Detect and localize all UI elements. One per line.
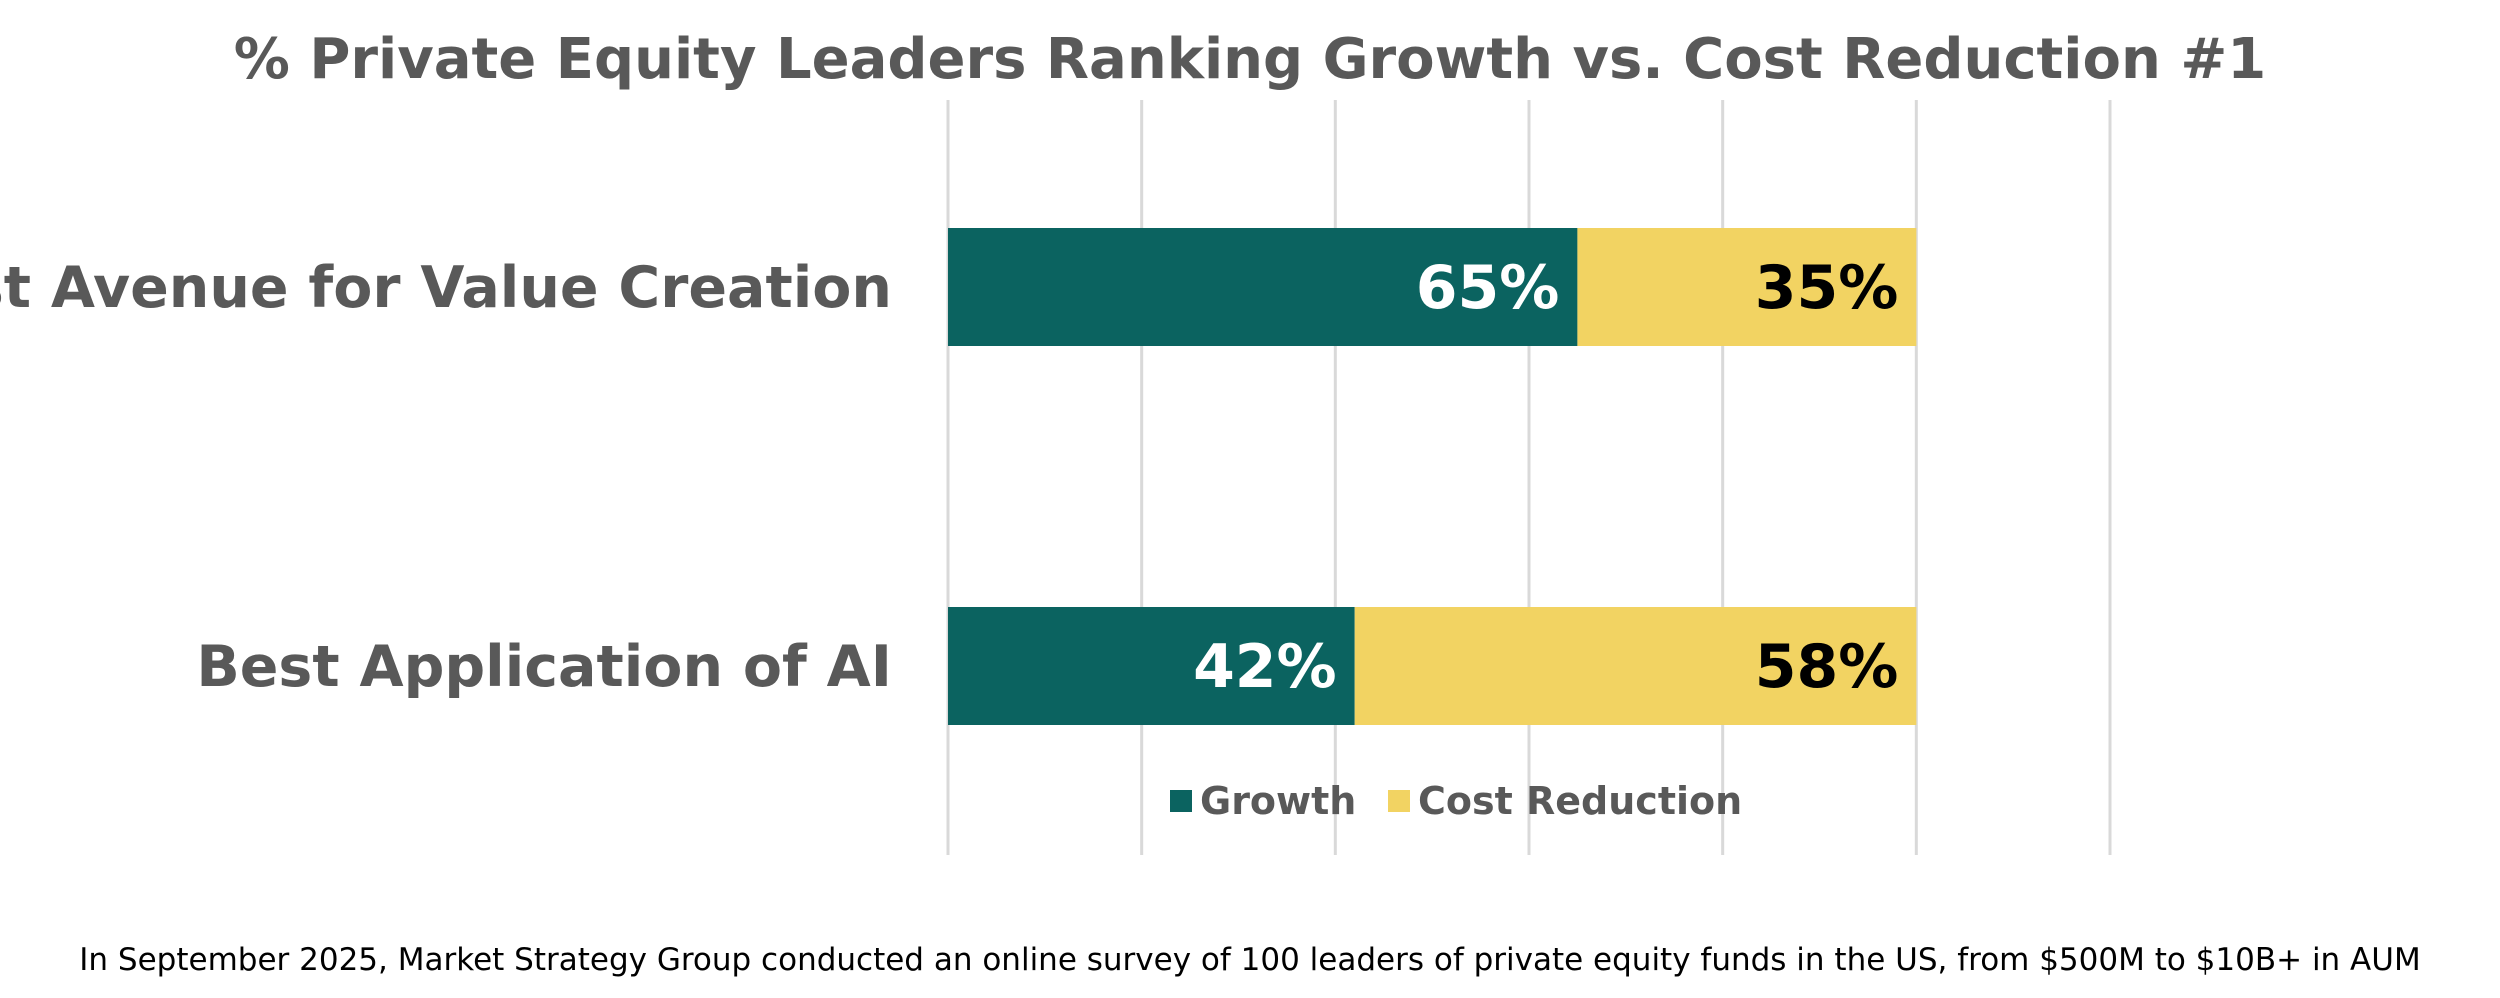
legend-label: Cost Reduction xyxy=(1418,779,1742,823)
data-label: 35% xyxy=(1755,253,1899,323)
category-labels: Best Avenue for Value Creation Best Appli… xyxy=(0,255,892,700)
legend: Growth Cost Reduction xyxy=(1170,779,1742,823)
bars: 65% 35% 42% 58% xyxy=(948,228,1917,725)
legend-label: Growth xyxy=(1200,779,1356,823)
bar-cost-reduction xyxy=(1577,228,1917,346)
data-label: 42% xyxy=(1193,632,1337,702)
legend-swatch xyxy=(1388,790,1410,812)
category-label: Best Avenue for Value Creation xyxy=(0,255,892,321)
bar-growth xyxy=(948,228,1578,346)
chart-title: % Private Equity Leaders Ranking Growth … xyxy=(234,27,2266,92)
category-label: Best Application of AI xyxy=(196,634,892,700)
data-label: 65% xyxy=(1416,253,1560,323)
footnote: In September 2025, Market Strategy Group… xyxy=(79,942,2420,978)
bar-growth xyxy=(948,607,1355,725)
bar-cost-reduction xyxy=(1354,607,1917,725)
data-label: 58% xyxy=(1755,632,1899,702)
legend-swatch xyxy=(1170,790,1192,812)
gridlines xyxy=(946,100,2112,855)
